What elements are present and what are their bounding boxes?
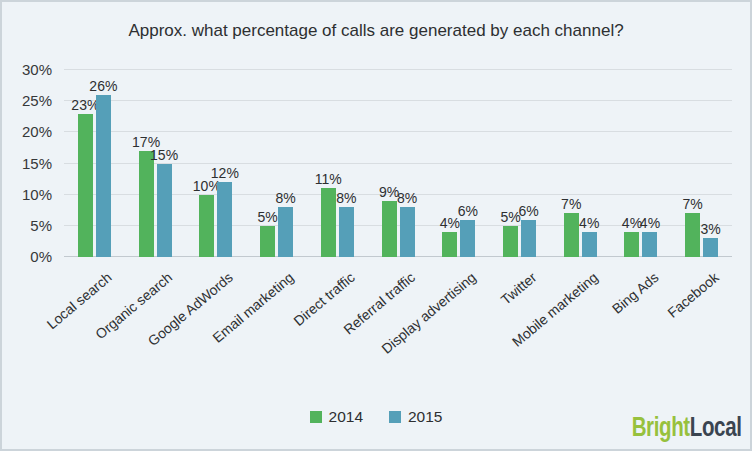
bar-2014: 5% [503,226,518,257]
x-axis-cell: Bing Ads [611,263,672,408]
bar-2014: 4% [442,232,457,257]
x-axis-cell: Facebook [671,263,732,408]
bar-2015: 6% [521,220,536,257]
bar-value-label: 7% [561,196,581,212]
legend-label-2014: 2014 [329,408,363,426]
bar-2015: 26% [96,95,111,257]
bar-value-label: 7% [683,196,703,212]
brightlocal-logo: BrightLocal [632,412,742,443]
bar-2014: 10% [199,195,214,257]
x-axis: Local searchOrganic searchGoogle AdWords… [64,263,732,408]
bar-2014: 23% [78,114,93,257]
x-axis-cell: Direct traffic [307,263,368,408]
bar-2014: 4% [624,232,639,257]
plot-area: 23%26%17%15%10%12%5%8%11%8%9%8%4%6%5%6%7… [64,70,732,257]
bar-value-label: 3% [701,221,721,237]
bar-2014: 11% [321,188,336,257]
bar-value-label: 8% [397,190,417,206]
bar-2014: 17% [139,151,154,257]
y-tick-label: 20% [22,123,52,141]
bar-group: 4%4% [611,70,672,257]
y-tick-label: 10% [22,186,52,204]
legend-label-2015: 2015 [408,408,442,426]
legend-swatch-2015 [389,411,401,423]
bar-value-label: 5% [257,209,277,225]
bar-group: 17%15% [125,70,186,257]
y-tick-label: 30% [22,61,52,79]
y-tick-label: 5% [30,217,52,235]
bar-value-label: 12% [211,165,239,181]
x-axis-cell: Local search [64,263,125,408]
bar-2015: 3% [703,238,718,257]
x-axis-cell: Display advertising [428,263,489,408]
bar-2015: 8% [400,207,415,257]
bar-2015: 6% [460,220,475,257]
bar-2014: 7% [685,213,700,257]
bar-2014: 5% [260,226,275,257]
logo-text-local: Local [690,412,742,442]
bar-value-label: 6% [518,203,538,219]
bar-group: 5%6% [489,70,550,257]
bar-2015: 4% [582,232,597,257]
bar-2015: 4% [642,232,657,257]
bar-value-label: 8% [336,190,356,206]
bar-2014: 7% [564,213,579,257]
bar-value-label: 4% [640,215,660,231]
bar-value-label: 4% [579,215,599,231]
bar-2015: 15% [157,164,172,258]
bar-value-label: 11% [315,171,342,187]
bar-value-label: 26% [89,78,117,94]
bar-2015: 8% [339,207,354,257]
bar-value-label: 6% [458,203,478,219]
legend-item-2015: 2015 [389,408,442,426]
y-tick-label: 15% [22,155,52,173]
bar-group: 4%6% [428,70,489,257]
chart-title: Approx. what percentage of calls are gen… [2,21,750,41]
bar-groups: 23%26%17%15%10%12%5%8%11%8%9%8%4%6%5%6%7… [64,70,732,257]
bar-group: 23%26% [64,70,125,257]
bar-group: 9%8% [368,70,429,257]
bar-2015: 12% [217,182,232,257]
category-label: Twitter [498,269,540,308]
y-tick-label: 0% [30,248,52,266]
legend-swatch-2014 [310,411,322,423]
bar-group: 7%4% [550,70,611,257]
chart-frame: Approx. what percentage of calls are gen… [0,0,752,451]
category-label: Bing Ads [609,269,662,317]
y-tick-label: 25% [22,92,52,110]
y-axis: 30%25%20%15%10%5%0% [2,70,52,257]
x-axis-cell: Mobile marketing [550,263,611,408]
bar-group: 10%12% [185,70,246,257]
bar-value-label: 15% [150,147,178,163]
category-label: Facebook [665,269,722,321]
bar-2014: 9% [382,201,397,257]
bar-2015: 8% [278,207,293,257]
bar-group: 7%3% [671,70,732,257]
logo-text-bright: Bright [632,412,690,442]
legend-item-2014: 2014 [310,408,363,426]
bar-group: 11%8% [307,70,368,257]
bar-group: 5%8% [246,70,307,257]
x-axis-cell: Email marketing [246,263,307,408]
bar-value-label: 8% [275,190,295,206]
